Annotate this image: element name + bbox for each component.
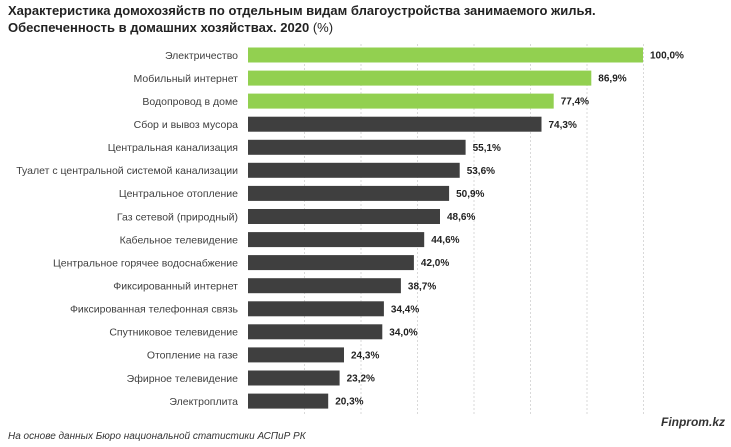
bar bbox=[248, 255, 414, 271]
category-label: Центральное горячее водоснабжение bbox=[53, 257, 238, 269]
bar bbox=[248, 232, 425, 248]
source-note: На основе данных Бюро национальной стати… bbox=[8, 431, 306, 442]
bar bbox=[248, 393, 329, 409]
value-label: 48,6% bbox=[447, 212, 475, 223]
chart-title: Характеристика домохозяйств по отдельным… bbox=[8, 2, 608, 36]
value-labels: 100,0% 86,9% 77,4% 74,3% 55,1% 53,6% 50,9% 48,6… bbox=[335, 51, 684, 408]
bar bbox=[248, 116, 542, 132]
value-label: 42,0% bbox=[421, 258, 449, 269]
bar bbox=[248, 347, 344, 363]
bar bbox=[248, 162, 460, 178]
category-label: Сбор и вывоз мусора bbox=[134, 119, 239, 131]
value-label: 86,9% bbox=[598, 74, 626, 85]
value-label: 38,7% bbox=[408, 281, 436, 292]
bar bbox=[248, 93, 554, 109]
value-label: 24,3% bbox=[351, 351, 379, 362]
category-labels: Электричество Мобильный интернет Водопрово… bbox=[16, 50, 238, 408]
category-label: Кабельное телевидение bbox=[120, 234, 239, 246]
value-label: 23,2% bbox=[347, 374, 375, 385]
category-label: Электричество bbox=[165, 50, 238, 62]
value-label: 50,9% bbox=[456, 189, 484, 200]
value-label: 53,6% bbox=[467, 166, 495, 177]
brand-logo-text: Finprom.kz bbox=[660, 415, 725, 429]
category-label: Электроплита bbox=[169, 396, 238, 408]
bar bbox=[248, 370, 340, 386]
bars bbox=[248, 47, 643, 409]
value-label: 74,3% bbox=[549, 120, 577, 131]
category-label: Центральное отопление bbox=[119, 188, 238, 200]
value-label: 34,0% bbox=[389, 327, 417, 338]
category-label: Мобильный интернет bbox=[134, 73, 239, 85]
category-label: Туалет с центральной системой канализаци… bbox=[16, 165, 238, 177]
chart-title-text: Характеристика домохозяйств по отдельным… bbox=[8, 3, 596, 35]
value-label: 44,6% bbox=[431, 235, 459, 246]
category-label: Фиксированная телефонная связь bbox=[70, 304, 239, 316]
bar bbox=[248, 324, 383, 340]
bar bbox=[248, 47, 643, 63]
category-label: Фиксированный интернет bbox=[113, 281, 238, 293]
value-label: 20,3% bbox=[335, 397, 363, 408]
category-label: Центральная канализация bbox=[108, 142, 238, 154]
value-label: 55,1% bbox=[473, 143, 501, 154]
value-label: 34,4% bbox=[391, 304, 419, 315]
category-label: Эфирное телевидение bbox=[127, 373, 239, 385]
value-label: 100,0% bbox=[650, 51, 684, 62]
bar bbox=[248, 70, 592, 86]
bar bbox=[248, 278, 401, 294]
chart-title-unit: (%) bbox=[312, 20, 334, 35]
category-label: Газ сетевой (природный) bbox=[117, 211, 238, 223]
bar bbox=[248, 301, 384, 317]
bar bbox=[248, 209, 440, 224]
bar bbox=[248, 185, 450, 201]
bar bbox=[248, 139, 466, 155]
category-label: Водопровод в доме bbox=[142, 96, 238, 108]
value-label: 77,4% bbox=[561, 97, 589, 108]
category-label: Спутниковое телевидение bbox=[109, 327, 238, 339]
category-label: Отопление на газе bbox=[147, 350, 238, 362]
